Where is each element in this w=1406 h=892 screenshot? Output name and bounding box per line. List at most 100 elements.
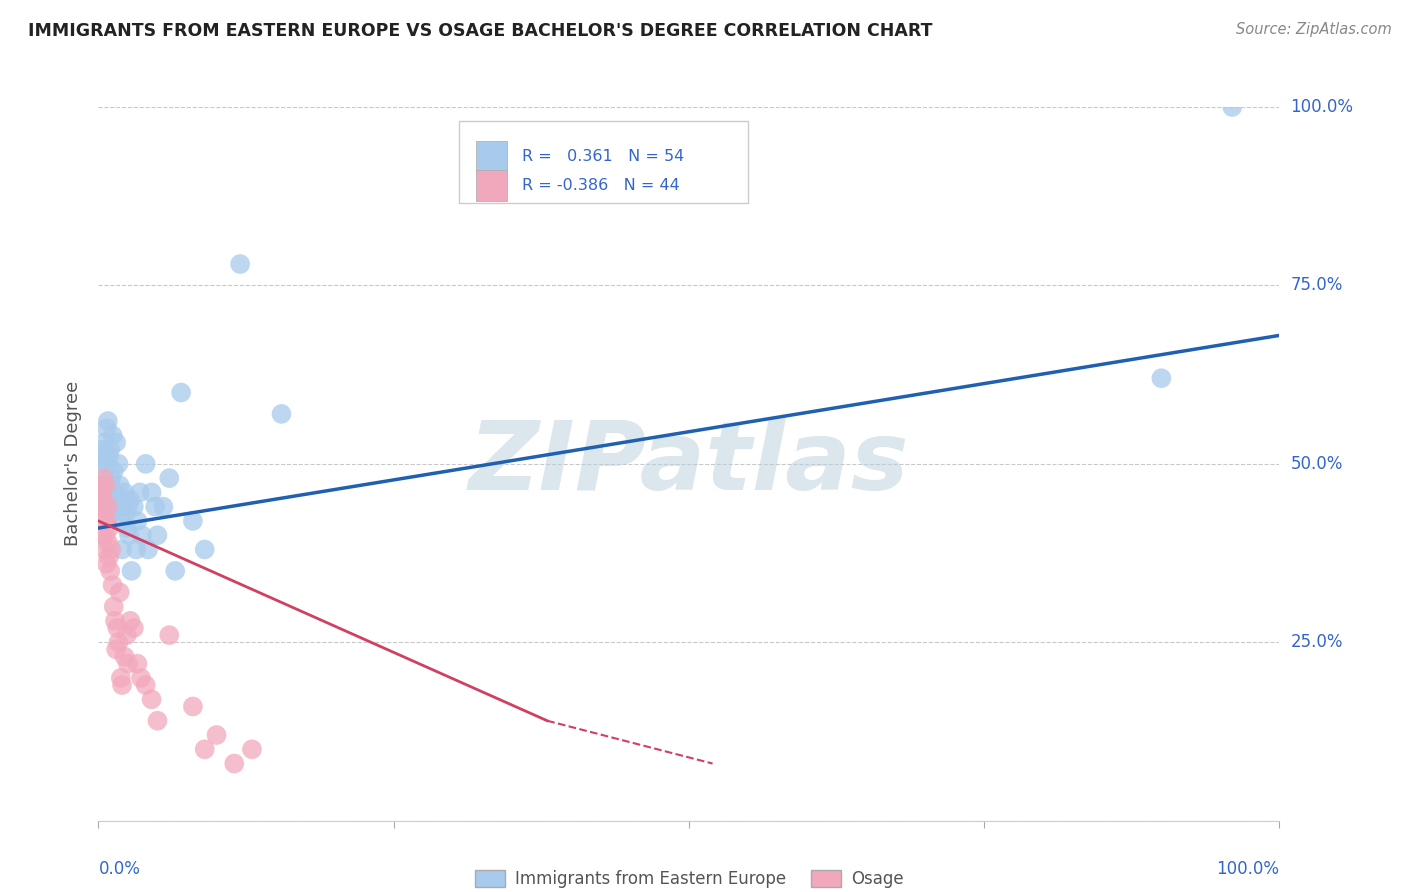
Text: Source: ZipAtlas.com: Source: ZipAtlas.com (1236, 22, 1392, 37)
Point (240, 742, 263, 756)
Point (157, 628, 180, 642)
Point (93, 542, 115, 557)
Text: 50.0%: 50.0% (1291, 455, 1343, 473)
Point (90, 478, 112, 492)
Point (118, 528, 141, 542)
Point (91, 485, 114, 500)
Point (135, 678, 157, 692)
Point (96, 421, 118, 435)
Point (121, 564, 143, 578)
Point (112, 492, 135, 507)
Point (136, 542, 159, 557)
Point (224, 756, 246, 771)
Point (97, 500, 120, 514)
Point (98, 564, 121, 578)
Point (98, 521, 121, 535)
Legend: Immigrants from Eastern Europe, Osage: Immigrants from Eastern Europe, Osage (468, 863, 910, 892)
Point (146, 714, 169, 728)
Point (94, 478, 117, 492)
Point (127, 514, 149, 528)
Point (91, 442, 114, 457)
Point (96, 557, 118, 571)
Text: 75.0%: 75.0% (1291, 277, 1343, 294)
Point (108, 478, 131, 492)
Point (107, 635, 129, 649)
Point (108, 585, 131, 599)
Text: 100.0%: 100.0% (1291, 98, 1354, 116)
Point (107, 457, 129, 471)
Text: 25.0%: 25.0% (1291, 633, 1343, 651)
Point (96, 514, 118, 528)
Point (110, 671, 132, 685)
Point (91, 492, 114, 507)
Point (103, 464, 125, 478)
Point (112, 485, 135, 500)
Point (105, 642, 128, 657)
Point (91, 471, 114, 485)
Point (93, 507, 115, 521)
Point (165, 564, 187, 578)
Point (93, 435, 115, 450)
Point (101, 578, 124, 592)
Point (127, 657, 149, 671)
Point (101, 428, 124, 442)
Point (181, 699, 204, 714)
Point (89, 500, 111, 514)
Point (181, 514, 204, 528)
Point (111, 542, 134, 557)
Point (141, 485, 163, 500)
Point (128, 485, 150, 500)
Point (122, 621, 145, 635)
Point (100, 471, 122, 485)
Point (152, 500, 174, 514)
Point (114, 507, 136, 521)
Point (135, 457, 157, 471)
Point (143, 500, 166, 514)
Point (125, 542, 148, 557)
Point (105, 500, 128, 514)
Point (98, 442, 121, 457)
Point (1150, 371, 1173, 385)
Text: R = -0.386   N = 44: R = -0.386 N = 44 (522, 178, 681, 193)
Point (94, 528, 117, 542)
Point (97, 535, 120, 549)
Point (229, 257, 252, 271)
Point (111, 678, 134, 692)
Point (157, 471, 180, 485)
Point (96, 457, 118, 471)
Point (91, 478, 114, 492)
Point (98, 492, 121, 507)
Point (170, 385, 193, 400)
Point (98, 549, 121, 564)
Point (120, 492, 142, 507)
Point (115, 521, 138, 535)
Point (97, 414, 120, 428)
Point (103, 599, 125, 614)
Point (122, 500, 145, 514)
Text: 0.0%: 0.0% (98, 860, 141, 878)
Text: ZIPatlas: ZIPatlas (468, 417, 910, 510)
Text: 100.0%: 100.0% (1216, 860, 1279, 878)
Point (104, 614, 127, 628)
Point (120, 614, 142, 628)
Point (105, 435, 128, 450)
Point (91, 528, 114, 542)
Point (115, 628, 138, 642)
Point (100, 542, 122, 557)
Point (131, 528, 153, 542)
Point (194, 742, 217, 756)
Text: IMMIGRANTS FROM EASTERN EUROPE VS OSAGE BACHELOR'S DEGREE CORRELATION CHART: IMMIGRANTS FROM EASTERN EUROPE VS OSAGE … (28, 22, 932, 40)
Point (110, 514, 132, 528)
Point (105, 621, 128, 635)
Point (129, 671, 152, 685)
Point (117, 657, 139, 671)
Point (112, 649, 135, 664)
Point (270, 407, 292, 421)
Point (97, 500, 120, 514)
Point (194, 542, 217, 557)
Point (141, 692, 163, 706)
Y-axis label: Bachelor's Degree: Bachelor's Degree (65, 381, 83, 547)
Text: R =   0.361   N = 54: R = 0.361 N = 54 (522, 149, 685, 164)
Point (100, 507, 122, 521)
Point (94, 450, 117, 464)
